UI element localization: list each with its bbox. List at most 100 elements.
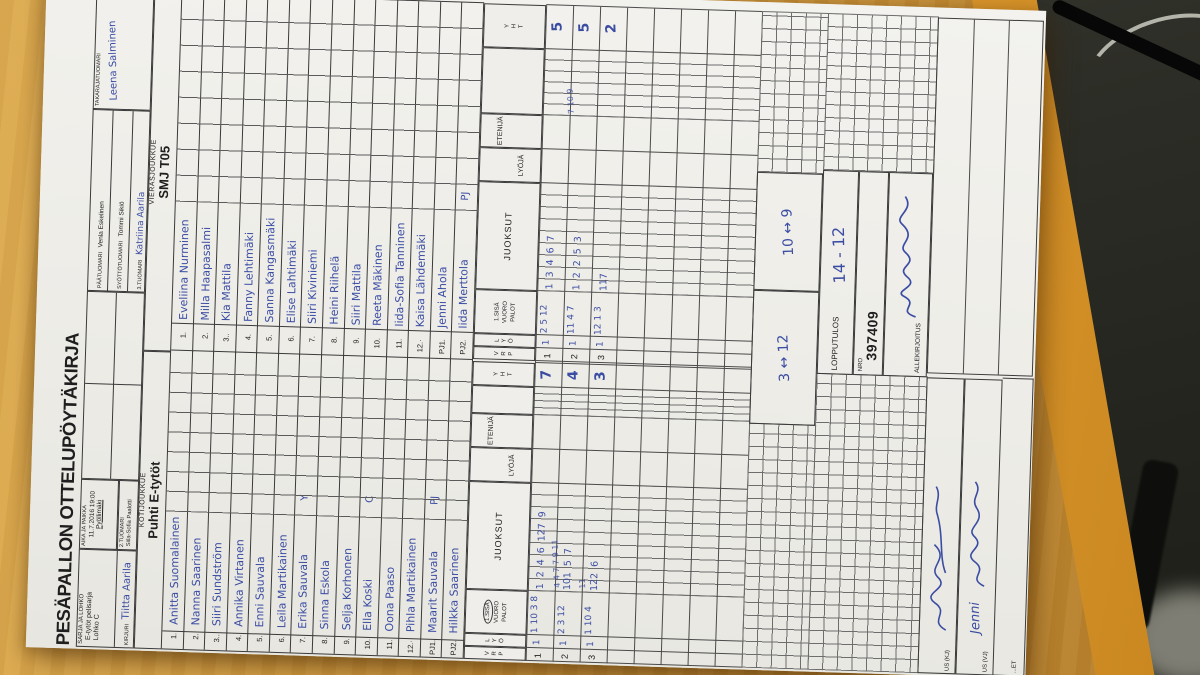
vuoro-number: 2 (569, 354, 580, 360)
fine-grid-b (757, 10, 830, 174)
yht-value: 5 (576, 22, 593, 33)
paatuomari-value: Venla Eskelinen (97, 201, 106, 248)
lyoja-number: 1 (541, 339, 552, 346)
juoksut-entry: 5 (572, 248, 584, 255)
et-label: ...ET (1011, 660, 1018, 674)
player-name: Eveliina Nurminen (176, 219, 192, 321)
syottotuomari-value: Tommi Sikiö (117, 201, 126, 237)
home-subtotal: 3 ↔ 12 (775, 333, 794, 382)
home-subtotal-cell: 3 ↔ 12 (749, 289, 820, 426)
takaraja-label: TAKARAJATUOMARI (94, 53, 103, 107)
player-name: Kia Mattila (219, 262, 234, 322)
player-number: 3.. (221, 333, 231, 342)
juoksut-entry: 7 (598, 272, 610, 280)
player-number: 6. (286, 335, 296, 342)
player-name: Selja Korhonen (339, 547, 354, 631)
us-kj-label: US (KJ) (944, 650, 952, 672)
player-number: 8. (319, 637, 330, 644)
header-letter: P (498, 651, 505, 656)
fine-grid-a (741, 422, 817, 670)
score-grid: V R P L Y Ö 1.SISÄ VUORO PALOT JUOKSUT LYÖJÄ ETENIJ… (463, 1, 830, 671)
player-number: 3.. (212, 633, 222, 643)
player-number: 9. (341, 638, 351, 645)
juoksut-entry: 3 (544, 271, 556, 278)
juoksut-entry: 2 (571, 272, 583, 279)
us-vj-row: US (VJ) Jenni (955, 378, 1003, 675)
tuomari3-signature: Katriina Aarila (135, 191, 148, 256)
yht-value: 5 (549, 21, 566, 32)
visitor-subtotal-cell: 10 ↔ 9 (753, 171, 824, 292)
sarja-line2: Lohko C (93, 614, 101, 641)
lyoja-label: LYÖJÄ (517, 154, 525, 177)
kirjuri-signature: Tiitta Aarila (120, 562, 134, 620)
vuoro-number: 1 (542, 353, 553, 359)
juoksut-entry: 1 (571, 284, 583, 291)
player-number: 7. (298, 636, 308, 644)
header-letter: Ö (498, 638, 505, 644)
player-number: PJ2. (449, 640, 459, 656)
juoksut-entry: 1 (544, 283, 556, 290)
juoksut-entry: 3 (572, 236, 584, 243)
player-name: Fanny Lehtimäki (241, 231, 256, 323)
player-name: Iida Merttola (456, 259, 471, 329)
nro-value: 397409 (863, 310, 881, 361)
sisa-header: 1.SISÄ VUORO PALOT (473, 289, 538, 335)
kirjuri-label: KIRJURI (123, 623, 131, 646)
player-name: Annika Virtanen (231, 539, 247, 627)
player-name: Sinna Eskola (318, 560, 333, 630)
player-number: 5. (255, 635, 265, 642)
player-number: PJ1. (427, 639, 438, 656)
juoksut-entry: 11 (598, 278, 610, 292)
player-number: 8. (329, 336, 339, 344)
player-name: Kaisa Lähdemäki (414, 234, 429, 328)
takaraja-signature: Leena Salminen (106, 20, 120, 101)
player-number: 11. (394, 338, 404, 349)
player-number: 6. (276, 636, 287, 643)
player-name: Elise Lahtimäki (284, 240, 299, 324)
us-vj-label: US (VJ) (982, 651, 990, 673)
juoksut-entry: 2 (572, 260, 584, 267)
allekirjoitus-signature (899, 196, 916, 318)
player-name: Erika Sauvala (296, 554, 311, 629)
player-number: 5. (264, 334, 274, 342)
sisa-header: 1.SISÄ VUORO PALOT (464, 588, 528, 635)
bottom-right-empty (926, 17, 1044, 377)
paatuomari-label: PÄÄTUOMARI (97, 251, 105, 289)
player-name: Heini Riihelä (327, 255, 342, 325)
sisa-header-line: PALOT (510, 302, 517, 322)
score-sheet-form: PESÄPALLON OTTELUPÖYTÄKIRJA SARJA JA LOH… (26, 0, 1046, 675)
player-name: Siiri Mattila (349, 263, 363, 326)
lopputulos-label: LOPPUTULOS (829, 316, 841, 371)
etenija-header: ETENIJÄ (470, 413, 534, 449)
takaraja-box: TAKARAJATUOMARI Leena Salminen (92, 0, 155, 111)
etenija-header: ETENIJÄ (479, 113, 543, 150)
sisa-entry: 12 1 3 (593, 306, 604, 335)
juoksut-entry: 7 (545, 235, 557, 242)
yht-value: 2 (603, 23, 620, 34)
vuoro-number: 3 (596, 354, 607, 361)
extra-scribble: 7 10 9 (565, 88, 576, 115)
tuomari2-value: Siila-Sofia Paalotti (125, 499, 133, 547)
player-name: Oona Paaso (382, 566, 397, 632)
tuomari3-label: 3.TUOMARI (137, 259, 144, 290)
player-number: 2. (200, 332, 210, 340)
etenija-label: ETENIJÄ (486, 416, 495, 446)
allekirjoitus-row: ALLEKIRJOITUS (882, 172, 934, 378)
player-name: Ella Koski (361, 578, 375, 631)
player-name: Sanna Kangasmäki (263, 217, 278, 323)
visitor-roster-columns (175, 0, 485, 212)
player-name: Anitta Suomalainen (167, 516, 182, 625)
us-vj-signature-text: Jenni (967, 601, 984, 635)
lyoja-header: LYÖJÄ (478, 147, 542, 184)
header-letter: Ö (508, 338, 515, 344)
tuomari2-box: 2.TUOMARI Siila-Sofia Paalotti (116, 479, 140, 551)
juoksut-header: JUOKSUT (475, 181, 541, 292)
player-name: Leila Martikainen (275, 534, 290, 629)
sisa-entry: 2 5 12 (539, 304, 550, 334)
player-name: Nanna Saarinen (188, 537, 204, 626)
